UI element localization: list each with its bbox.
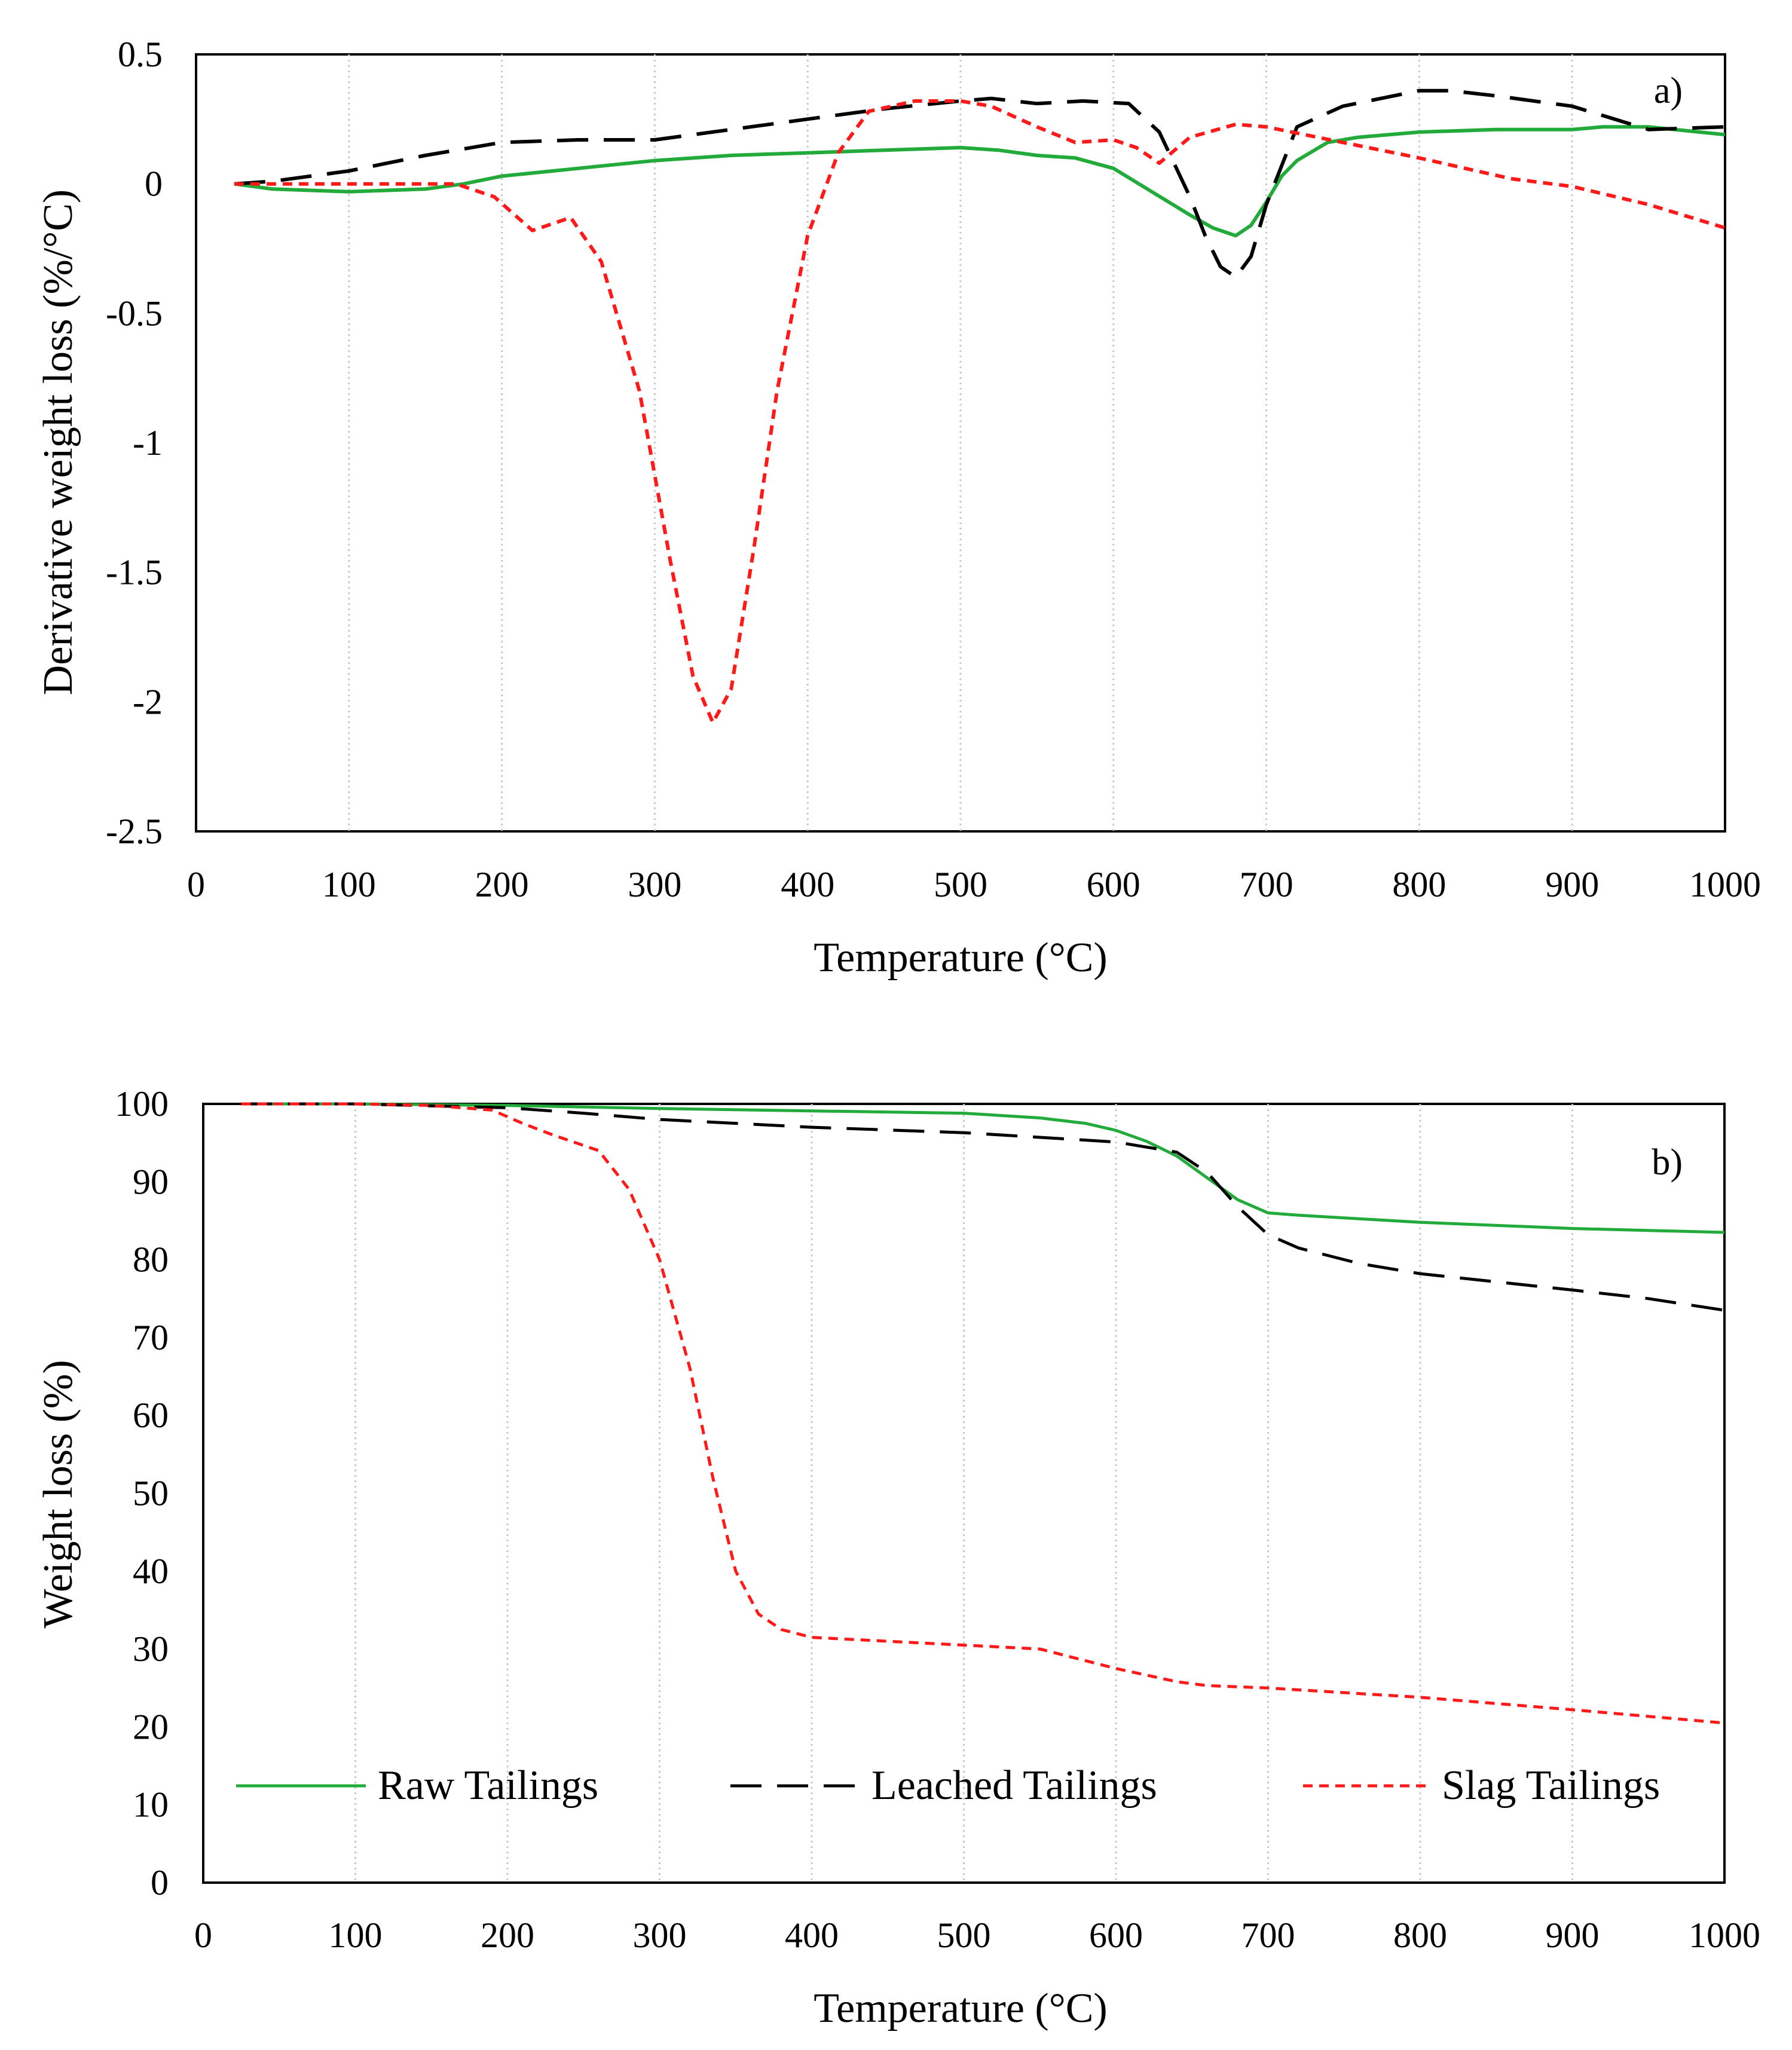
x-tick-label-b-700: 700 [1241, 1916, 1295, 1955]
chart-panel-b: 0 100 200 300 400 500 600 700 800 900 1000 1009080… [35, 1084, 1760, 2031]
y-tick-label-a-0: 0 [145, 164, 163, 204]
legend-label-raw-tailings: Raw Tailings [378, 1763, 598, 1809]
panel-label-b: b) [1652, 1142, 1683, 1183]
series-group-b [241, 1102, 1725, 1725]
y-tick-label-b-80: 80 [133, 1240, 169, 1280]
x-tick-label-b-500: 500 [937, 1916, 991, 1955]
y-tick-label-a-1: -1 [133, 423, 163, 463]
series-line-a-raw-tailings [234, 125, 1726, 238]
x-tick-label-a-400: 400 [781, 865, 834, 904]
x-tick-label-a-900: 900 [1545, 865, 1599, 904]
y-tick-label-b-50: 50 [133, 1474, 169, 1513]
series-line-b-leached-tailings [241, 1102, 1725, 1312]
x-tick-label-a-200: 200 [475, 865, 529, 904]
panel-label-a: a) [1654, 71, 1683, 111]
series-line-a-leached-tailings [234, 88, 1726, 279]
y-tick-label-a-1-5: -1.5 [106, 553, 163, 592]
x-tick-label-a-300: 300 [628, 865, 681, 904]
y-tick-label-b-30: 30 [133, 1629, 169, 1669]
series-line-b-slag-tailings [241, 1102, 1725, 1725]
x-tick-labels-b: 0 100 200 300 400 500 600 700 800 900 1000 [194, 1916, 1760, 1955]
x-tick-label-b-400: 400 [785, 1916, 839, 1955]
x-tick-label-a-700: 700 [1240, 865, 1293, 904]
series-line-a-slag-tailings [234, 99, 1726, 724]
y-tick-label-a-0-5: -0.5 [106, 293, 163, 333]
x-axis-title-b: Temperature (°C) [814, 1985, 1107, 2031]
legend-item-slag-tailings: Slag Tailings [1303, 1763, 1660, 1809]
gridlines-b [354, 1104, 1573, 1883]
x-tick-label-a-100: 100 [322, 865, 376, 904]
series-group-a [234, 88, 1726, 724]
y-tick-label-b-20: 20 [133, 1707, 169, 1746]
legend-item-leached-tailings: Leached Tailings [730, 1763, 1157, 1809]
x-tick-label-a-1000: 1000 [1689, 865, 1761, 904]
y-tick-label-b-60: 60 [133, 1396, 169, 1435]
x-tick-label-a-0: 0 [187, 865, 205, 904]
x-tick-label-b-100: 100 [329, 1916, 383, 1955]
legend-label-leached-tailings: Leached Tailings [871, 1763, 1157, 1809]
y-tick-label-b-90: 90 [133, 1162, 169, 1201]
x-tick-label-a-500: 500 [934, 865, 987, 904]
y-tick-label-b-0: 0 [151, 1863, 169, 1902]
legend-label-slag-tailings: Slag Tailings [1442, 1763, 1660, 1809]
x-tick-label-a-600: 600 [1087, 865, 1140, 904]
y-tick-labels-a: 0.5 0 -0.5 -1 -1.5 -2 -2.5 [106, 35, 163, 851]
x-tick-label-b-300: 300 [633, 1916, 687, 1955]
y-tick-label-b-10: 10 [133, 1785, 169, 1825]
x-tick-label-b-1000: 1000 [1689, 1916, 1760, 1955]
x-tick-label-b-0: 0 [194, 1916, 212, 1955]
y-axis-title-a: Derivative weight loss (%/°C) [35, 189, 81, 695]
x-tick-label-b-900: 900 [1546, 1916, 1600, 1955]
legend: Raw Tailings Leached Tailings Slag Taili… [236, 1763, 1660, 1809]
x-tick-label-b-200: 200 [481, 1916, 534, 1955]
x-tick-label-b-600: 600 [1089, 1916, 1143, 1955]
y-tick-label-b-100: 100 [115, 1084, 169, 1124]
y-tick-label-a-0-5: 0.5 [118, 35, 163, 74]
x-tick-label-b-800: 800 [1393, 1916, 1447, 1955]
y-axis-title-b: Weight loss (%) [35, 1360, 81, 1628]
x-tick-label-a-800: 800 [1392, 865, 1446, 904]
series-line-b-raw-tailings [241, 1102, 1725, 1234]
chart-panel-a: 0 100 200 300 400 500 600 700 800 900 1000 0.5 0 -0.… [35, 35, 1761, 981]
y-tick-label-b-40: 40 [133, 1552, 169, 1591]
y-tick-label-b-70: 70 [133, 1318, 169, 1357]
y-tick-label-a-2: -2 [133, 682, 163, 721]
legend-item-raw-tailings: Raw Tailings [236, 1763, 598, 1809]
y-tick-label-a-2-5: -2.5 [106, 812, 163, 851]
x-tick-labels-a: 0 100 200 300 400 500 600 700 800 900 1000 [187, 865, 1761, 904]
x-axis-title-a: Temperature (°C) [814, 935, 1107, 981]
